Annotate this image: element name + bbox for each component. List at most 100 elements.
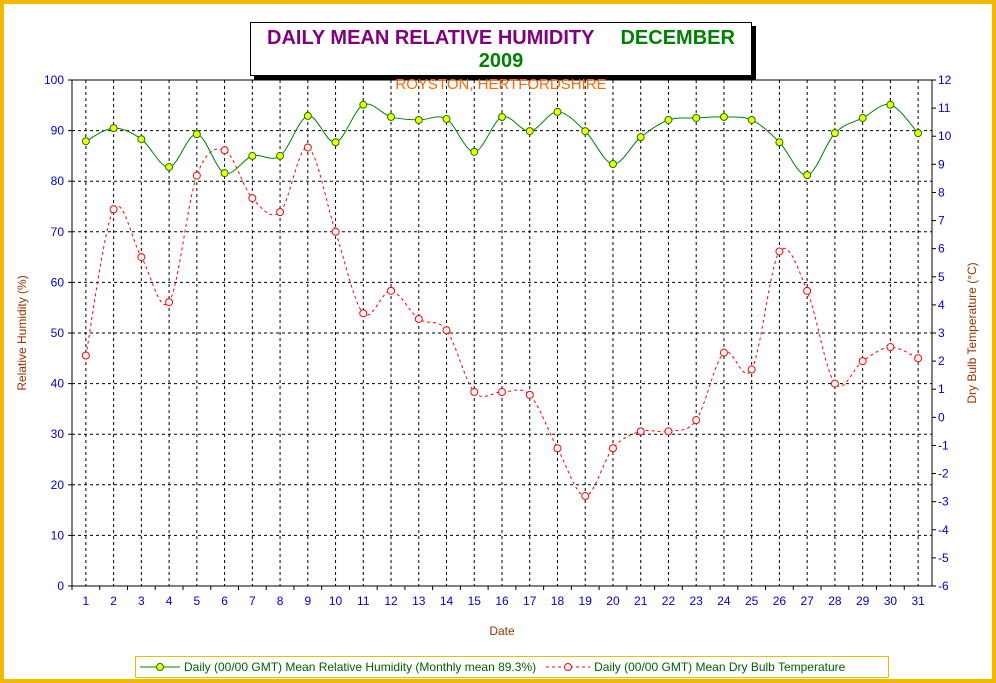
x-tick-label: 11 [357, 594, 370, 608]
y-tick-label: 10 [51, 528, 65, 542]
x-tick-label: 26 [773, 594, 787, 608]
y2-axis-title: Dry Bulb Temperature (°C) [965, 262, 979, 403]
y2-tick-label: 12 [938, 73, 952, 87]
humidity-point [387, 112, 396, 121]
y2-tick-label: 1 [938, 382, 945, 396]
x-tick-label: 19 [579, 594, 593, 608]
y-tick-label: 20 [51, 478, 65, 492]
y-tick-label: 70 [51, 225, 65, 239]
y-axis-title: Relative Humidity (%) [15, 275, 29, 390]
x-tick-label: 31 [911, 594, 925, 608]
x-tick-label: 30 [884, 594, 898, 608]
x-tick-label: 23 [690, 594, 704, 608]
humidity-point [276, 151, 285, 160]
x-axis-title: Date [489, 624, 515, 638]
y-tick-label: 0 [57, 579, 64, 593]
temperature-point [81, 351, 90, 360]
humidity-point [414, 115, 423, 124]
humidity-point [331, 138, 340, 147]
humidity-point [498, 112, 506, 121]
humidity-point [220, 169, 229, 178]
temperature-point [192, 171, 201, 180]
humidity-point [775, 138, 784, 147]
x-tick-label: 5 [193, 594, 200, 608]
temperature-point [137, 253, 146, 262]
y2-tick-label: -5 [938, 551, 949, 565]
humidity-point [636, 133, 645, 142]
y2-tick-label: 8 [938, 185, 945, 199]
y2-tick-label: 11 [938, 101, 951, 115]
x-tick-label: 4 [166, 594, 173, 608]
temperature-point [608, 444, 617, 453]
y2-tick-label: 5 [938, 270, 945, 284]
chart-subtitle: ROYSTON, HERTFORDSHIRE [395, 76, 607, 93]
y2-tick-label: -1 [938, 438, 949, 452]
temperature-point [553, 444, 562, 453]
temperature-point [442, 326, 451, 335]
temperature-point [498, 388, 506, 397]
y-tick-label: 40 [51, 377, 65, 391]
y-tick-label: 30 [51, 427, 65, 441]
y2-tick-label: 7 [938, 214, 945, 228]
humidity-point [803, 171, 812, 180]
temperature-point [858, 357, 867, 366]
temperature-point [470, 388, 479, 397]
legend-temperature-label: Daily (00/00 GMT) Mean Dry Bulb Temperat… [594, 660, 846, 674]
y2-tick-label: 10 [938, 129, 952, 143]
x-tick-label: 29 [856, 594, 870, 608]
x-tick-label: 12 [384, 594, 398, 608]
x-tick-label: 27 [800, 594, 814, 608]
y-tick-label: 80 [51, 174, 65, 188]
temperature-point [303, 143, 312, 152]
legend-humidity-label: Daily (00/00 GMT) Mean Relative Humidity… [184, 660, 537, 674]
x-tick-label: 13 [412, 594, 426, 608]
humidity-point [525, 127, 534, 136]
y2-tick-label: -4 [938, 523, 949, 537]
x-tick-label: 22 [662, 594, 676, 608]
temperature-point [775, 247, 784, 256]
y2-tick-label: 3 [938, 326, 945, 340]
temperature-point [664, 427, 673, 436]
x-tick-label: 9 [304, 594, 311, 608]
temperature-point [220, 146, 229, 155]
humidity-point [470, 147, 479, 156]
humidity-point [137, 135, 146, 144]
x-tick-label: 20 [606, 594, 620, 608]
temperature-point [719, 348, 728, 357]
humidity-point [192, 130, 201, 139]
x-tick-label: 3 [138, 594, 145, 608]
humidity-point [914, 129, 923, 138]
x-tick-label: 8 [277, 594, 284, 608]
legend: Daily (00/00 GMT) Mean Relative Humidity… [135, 656, 889, 678]
y2-tick-label: -2 [938, 467, 949, 481]
humidity-point [359, 100, 368, 109]
temperature-point [165, 298, 174, 307]
title-box: DAILY MEAN RELATIVE HUMIDITY DECEMBER 200… [250, 22, 752, 93]
y2-tick-label: 6 [938, 242, 945, 256]
x-tick-label: 25 [745, 594, 759, 608]
humidity-point [886, 100, 895, 109]
humidity-point [664, 115, 673, 124]
temperature-point [581, 492, 590, 501]
humidity-point [553, 107, 562, 116]
x-tick-label: 15 [468, 594, 482, 608]
temperature-point [914, 354, 923, 363]
y2-tick-label: -3 [938, 495, 949, 509]
y2-tick-label: -6 [938, 579, 949, 593]
temperature-point [636, 427, 645, 436]
humidity-point [719, 112, 728, 121]
legend-humidity-marker [140, 663, 180, 671]
humidity-point [581, 127, 590, 136]
humidity-point [858, 113, 867, 122]
humidity-point [109, 124, 118, 133]
chart-title-date: DECEMBER 2009 [478, 27, 735, 72]
humidity-point [165, 163, 174, 172]
temperature-point [109, 205, 118, 214]
humidity-point [248, 151, 257, 160]
legend-temperature-marker [546, 663, 591, 671]
x-tick-label: 16 [495, 594, 509, 608]
temperature-point [803, 286, 812, 295]
temperature-point [886, 343, 895, 352]
y2-tick-label: 4 [938, 298, 945, 312]
